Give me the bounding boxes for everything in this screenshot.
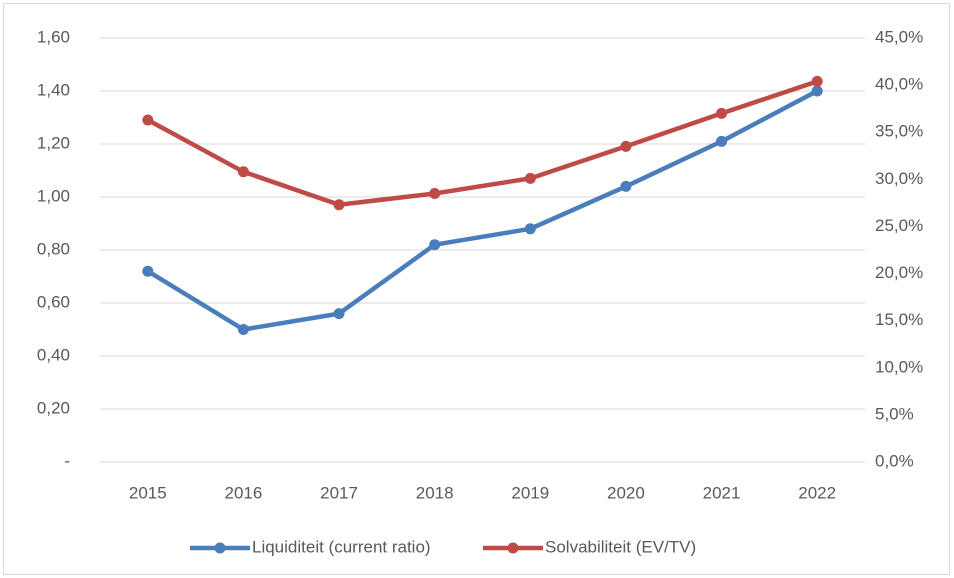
chart-border [3, 3, 950, 575]
data-point [429, 187, 441, 199]
x-tick-label: 2018 [416, 483, 454, 502]
y2-tick-label: 20,0% [875, 263, 923, 282]
y2-tick-label: 40,0% [875, 75, 923, 94]
data-point [811, 85, 823, 97]
x-tick-label: 2022 [798, 483, 836, 502]
y2-tick-label: 25,0% [875, 216, 923, 235]
y-tick-label: 0,60 [37, 292, 70, 311]
y-tick-label: - [64, 451, 70, 470]
legend-marker [214, 542, 226, 554]
legend-label: Liquiditeit (current ratio) [252, 537, 431, 556]
data-point [333, 199, 345, 211]
data-point [142, 114, 154, 126]
data-point [811, 75, 823, 87]
y-tick-label: 0,80 [37, 239, 70, 258]
y2-tick-label: 45,0% [875, 27, 923, 46]
data-point [620, 140, 632, 152]
data-point [333, 308, 345, 320]
data-point [716, 135, 728, 147]
y-tick-label: 1,60 [37, 27, 70, 46]
y2-tick-label: 0,0% [875, 451, 914, 470]
y-tick-label: 1,00 [37, 186, 70, 205]
data-point [237, 324, 249, 335]
data-point [524, 172, 536, 184]
data-point [716, 107, 728, 119]
y2-tick-label: 35,0% [875, 122, 923, 141]
series-line [146, 89, 819, 332]
y2-tick-label: 30,0% [875, 169, 923, 188]
legend-marker [507, 542, 519, 554]
y-tick-label: 0,40 [37, 345, 70, 364]
y2-tick-label: 10,0% [875, 357, 923, 376]
data-point [429, 239, 441, 251]
y2-tick-label: 5,0% [875, 404, 914, 423]
data-point [237, 166, 249, 178]
legend-label: Solvabiliteit (EV/TV) [545, 537, 696, 556]
y-tick-label: 0,20 [37, 398, 70, 417]
data-point [142, 265, 154, 277]
x-tick-label: 2015 [129, 483, 167, 502]
x-tick-label: 2017 [320, 483, 358, 502]
series-line [146, 79, 818, 208]
data-point [524, 223, 536, 235]
y-tick-label: 1,20 [37, 133, 70, 152]
x-tick-label: 2019 [511, 483, 549, 502]
x-tick-label: 2020 [607, 483, 645, 502]
x-tick-label: 2021 [703, 483, 741, 502]
y2-tick-label: 15,0% [875, 310, 923, 329]
data-point [620, 180, 632, 192]
y-tick-label: 1,40 [37, 80, 70, 99]
x-tick-label: 2016 [225, 483, 263, 502]
